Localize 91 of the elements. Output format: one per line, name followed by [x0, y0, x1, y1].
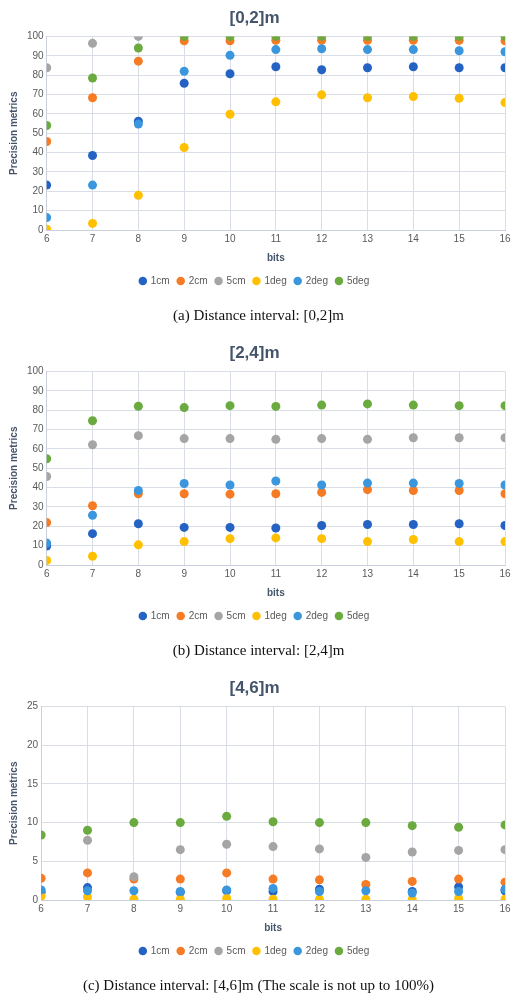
y-tick-label: 40 [32, 481, 45, 493]
x-axis-title: bits [266, 586, 286, 598]
x-tick-label: 14 [407, 232, 420, 244]
x-axis-title: bits [266, 251, 286, 263]
chart-title: [2,4]m [229, 342, 280, 362]
y-tick-label: 100 [27, 30, 45, 42]
x-tick-label: 14 [406, 902, 419, 914]
legend-label: 5cm [226, 274, 246, 286]
x-tick-label: 11 [267, 902, 279, 914]
y-tick-label: 70 [32, 88, 45, 100]
y-tick-label: 10 [27, 816, 39, 828]
x-tick-label: 12 [313, 902, 326, 914]
x-tick-label: 15 [453, 567, 466, 579]
legend-label: 2deg [305, 274, 328, 286]
x-tick-label: 16 [499, 232, 511, 244]
x-tick-label: 10 [224, 567, 237, 579]
x-tick-label: 13 [361, 232, 374, 244]
legend-label: 5deg [346, 944, 370, 956]
y-tick-label: 90 [32, 384, 45, 396]
y-axis-title: Precision metrics [7, 91, 19, 175]
x-tick-label: 12 [316, 567, 328, 579]
x-tick-label: 9 [181, 232, 188, 244]
y-tick-label: 0 [32, 893, 39, 905]
legend-label: 1deg [264, 274, 287, 286]
y-tick-label: 0 [38, 558, 45, 570]
y-tick-label: 10 [32, 204, 45, 216]
y-tick-label: 20 [32, 185, 45, 197]
y-tick-label: 20 [27, 738, 39, 750]
x-tick-label: 9 [181, 567, 188, 579]
x-tick-label: 10 [224, 232, 237, 244]
x-tick-label: 16 [499, 902, 511, 914]
legend-label: 5deg [346, 609, 370, 621]
x-axis-title: bits [264, 921, 283, 933]
legend-label: 5cm [226, 944, 246, 956]
x-tick-label: 7 [89, 567, 96, 579]
y-tick-label: 70 [32, 423, 45, 435]
chart-title: [0,2]m [229, 7, 280, 27]
y-tick-label: 60 [32, 107, 45, 119]
x-tick-label: 14 [407, 567, 420, 579]
x-tick-label: 8 [135, 567, 142, 579]
y-tick-label: 50 [32, 461, 45, 473]
x-tick-label: 8 [131, 902, 138, 914]
y-tick-label: 90 [32, 49, 45, 61]
text: (a) Distance interval: [0,2]m [172, 306, 345, 325]
y-tick-label: 80 [32, 403, 45, 415]
x-tick-label: 11 [270, 567, 282, 579]
legend-label: 2deg [305, 609, 328, 621]
x-tick-label: 6 [43, 567, 50, 579]
legend-label: 1cm [150, 609, 170, 621]
legend-label: 2deg [305, 944, 328, 956]
y-tick-label: 30 [32, 165, 45, 177]
y-tick-label: 40 [32, 146, 45, 158]
y-tick-label: 25 [27, 700, 39, 712]
x-tick-label: 9 [177, 902, 184, 914]
legend-label: 2cm [188, 944, 208, 956]
x-tick-label: 7 [84, 902, 91, 914]
y-axis-title: Precision metrics [7, 426, 19, 510]
y-tick-label: 100 [27, 365, 45, 377]
x-tick-label: 15 [453, 902, 465, 914]
y-axis-title: Precision metrics [7, 761, 19, 845]
x-tick-label: 15 [453, 232, 466, 244]
legend-label: 5cm [226, 609, 246, 621]
x-tick-label: 6 [43, 232, 50, 244]
text: (c) Distance interval: [4,6]m (The scale is not up to 100%) [81, 976, 436, 995]
x-tick-label: 11 [270, 232, 282, 244]
x-tick-label: 13 [360, 902, 372, 914]
legend-label: 1cm [150, 944, 170, 956]
x-tick-label: 10 [221, 902, 233, 914]
x-tick-label: 12 [316, 232, 328, 244]
x-tick-label: 6 [38, 902, 45, 914]
y-tick-label: 15 [27, 777, 39, 789]
legend-label: 1deg [264, 944, 287, 956]
y-tick-label: 5 [32, 855, 39, 867]
legend-label: 1cm [150, 274, 170, 286]
y-tick-label: 50 [32, 126, 45, 138]
legend-label: 2cm [188, 274, 208, 286]
x-tick-label: 8 [135, 232, 142, 244]
x-tick-label: 7 [89, 232, 96, 244]
y-tick-label: 0 [38, 223, 45, 235]
x-tick-label: 13 [361, 567, 374, 579]
y-tick-label: 20 [32, 520, 45, 532]
legend-label: 5deg [346, 274, 370, 286]
chart-title: [4,6]m [229, 677, 280, 697]
text: (b) Distance interval: [2,4]m [171, 641, 346, 660]
y-tick-label: 30 [32, 500, 45, 512]
legend-label: 2cm [188, 609, 208, 621]
y-tick-label: 80 [32, 68, 45, 80]
y-tick-label: 60 [32, 442, 45, 454]
legend-label: 1deg [264, 609, 287, 621]
x-tick-label: 16 [499, 567, 511, 579]
y-tick-label: 10 [32, 539, 45, 551]
